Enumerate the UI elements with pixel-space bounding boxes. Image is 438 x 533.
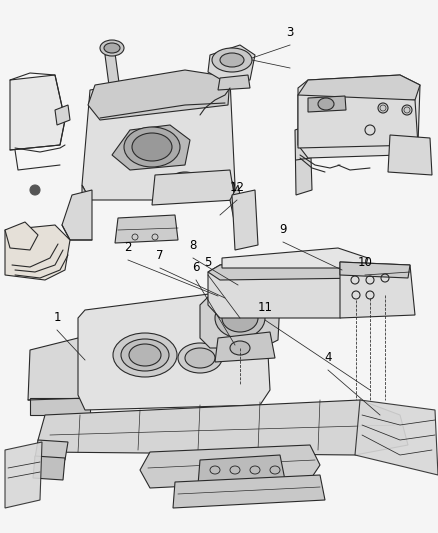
Polygon shape [208, 255, 371, 318]
Polygon shape [208, 45, 254, 82]
Polygon shape [112, 125, 190, 170]
Text: 11: 11 [257, 301, 272, 314]
Ellipse shape [205, 177, 234, 199]
Text: 5: 5 [204, 256, 211, 269]
Polygon shape [215, 332, 274, 362]
Polygon shape [231, 190, 258, 250]
Ellipse shape [177, 343, 222, 373]
Ellipse shape [230, 341, 249, 355]
Polygon shape [198, 455, 284, 485]
Polygon shape [55, 105, 70, 125]
Polygon shape [88, 70, 230, 120]
Ellipse shape [129, 344, 161, 366]
Polygon shape [200, 288, 279, 348]
Polygon shape [307, 96, 345, 112]
Ellipse shape [100, 40, 124, 56]
Text: 8: 8 [189, 239, 196, 252]
Polygon shape [35, 440, 68, 460]
Ellipse shape [401, 105, 411, 115]
Polygon shape [354, 400, 437, 475]
Text: 7: 7 [156, 249, 163, 262]
Ellipse shape [317, 98, 333, 110]
Ellipse shape [30, 185, 40, 195]
Polygon shape [297, 75, 419, 158]
Polygon shape [294, 125, 311, 195]
Polygon shape [28, 335, 100, 400]
Polygon shape [339, 262, 409, 278]
Polygon shape [78, 290, 269, 410]
Polygon shape [339, 262, 414, 318]
Ellipse shape [377, 103, 387, 113]
Ellipse shape [166, 172, 202, 198]
Polygon shape [33, 456, 65, 480]
Ellipse shape [132, 133, 172, 161]
Polygon shape [30, 398, 90, 415]
Polygon shape [105, 53, 120, 93]
Text: 10: 10 [357, 256, 371, 269]
Polygon shape [140, 445, 319, 488]
Polygon shape [10, 75, 65, 150]
Polygon shape [5, 222, 38, 250]
Text: 9: 9 [279, 223, 286, 236]
Polygon shape [218, 75, 249, 90]
Ellipse shape [113, 333, 177, 377]
Ellipse shape [219, 53, 244, 67]
Ellipse shape [212, 48, 251, 72]
Text: 2: 2 [124, 241, 131, 254]
Polygon shape [62, 190, 92, 240]
Polygon shape [387, 135, 431, 175]
Polygon shape [297, 75, 419, 105]
Ellipse shape [215, 298, 265, 338]
Text: 12: 12 [229, 181, 244, 194]
Polygon shape [82, 185, 90, 225]
Ellipse shape [124, 127, 180, 167]
Polygon shape [38, 400, 407, 455]
Text: 6: 6 [192, 261, 199, 274]
Ellipse shape [173, 177, 197, 193]
Polygon shape [5, 225, 70, 280]
Polygon shape [208, 255, 369, 280]
Polygon shape [230, 185, 244, 225]
Ellipse shape [222, 304, 258, 332]
Ellipse shape [184, 348, 215, 368]
Ellipse shape [104, 43, 120, 53]
Text: 3: 3 [286, 26, 293, 39]
Polygon shape [115, 215, 177, 243]
Ellipse shape [121, 339, 169, 371]
Polygon shape [5, 442, 42, 508]
Polygon shape [173, 475, 324, 508]
Ellipse shape [209, 181, 230, 195]
Text: 4: 4 [324, 351, 331, 364]
Polygon shape [297, 95, 417, 148]
Polygon shape [82, 75, 234, 200]
Polygon shape [222, 248, 367, 268]
Polygon shape [152, 170, 234, 205]
Text: 1: 1 [53, 311, 60, 324]
